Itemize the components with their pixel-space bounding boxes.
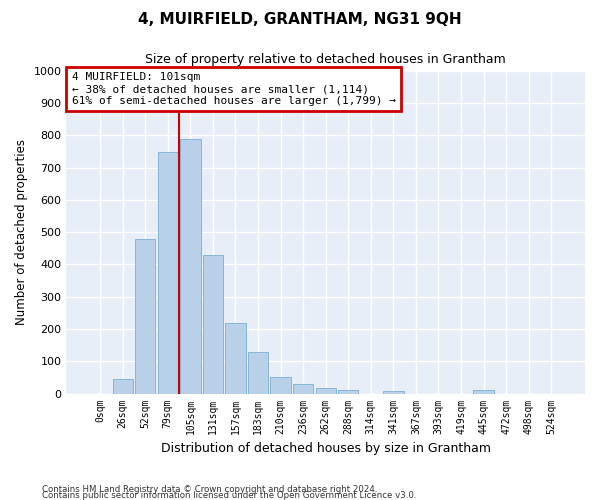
Bar	[158, 152, 178, 394]
Bar	[271, 377, 291, 394]
Text: 4 MUIRFIELD: 101sqm
← 38% of detached houses are smaller (1,114)
61% of semi-det: 4 MUIRFIELD: 101sqm ← 38% of detached ho…	[71, 72, 395, 106]
Bar	[316, 388, 336, 394]
Bar	[180, 138, 200, 394]
Bar	[338, 390, 358, 394]
Bar	[473, 390, 494, 394]
Bar	[113, 379, 133, 394]
Text: Contains public sector information licensed under the Open Government Licence v3: Contains public sector information licen…	[42, 490, 416, 500]
Text: 4, MUIRFIELD, GRANTHAM, NG31 9QH: 4, MUIRFIELD, GRANTHAM, NG31 9QH	[138, 12, 462, 28]
X-axis label: Distribution of detached houses by size in Grantham: Distribution of detached houses by size …	[161, 442, 491, 455]
Bar	[248, 352, 268, 394]
Bar	[383, 391, 404, 394]
Bar	[203, 255, 223, 394]
Text: Contains HM Land Registry data © Crown copyright and database right 2024.: Contains HM Land Registry data © Crown c…	[42, 484, 377, 494]
Title: Size of property relative to detached houses in Grantham: Size of property relative to detached ho…	[145, 52, 506, 66]
Bar	[135, 238, 155, 394]
Y-axis label: Number of detached properties: Number of detached properties	[15, 139, 28, 325]
Bar	[293, 384, 313, 394]
Bar	[226, 322, 245, 394]
